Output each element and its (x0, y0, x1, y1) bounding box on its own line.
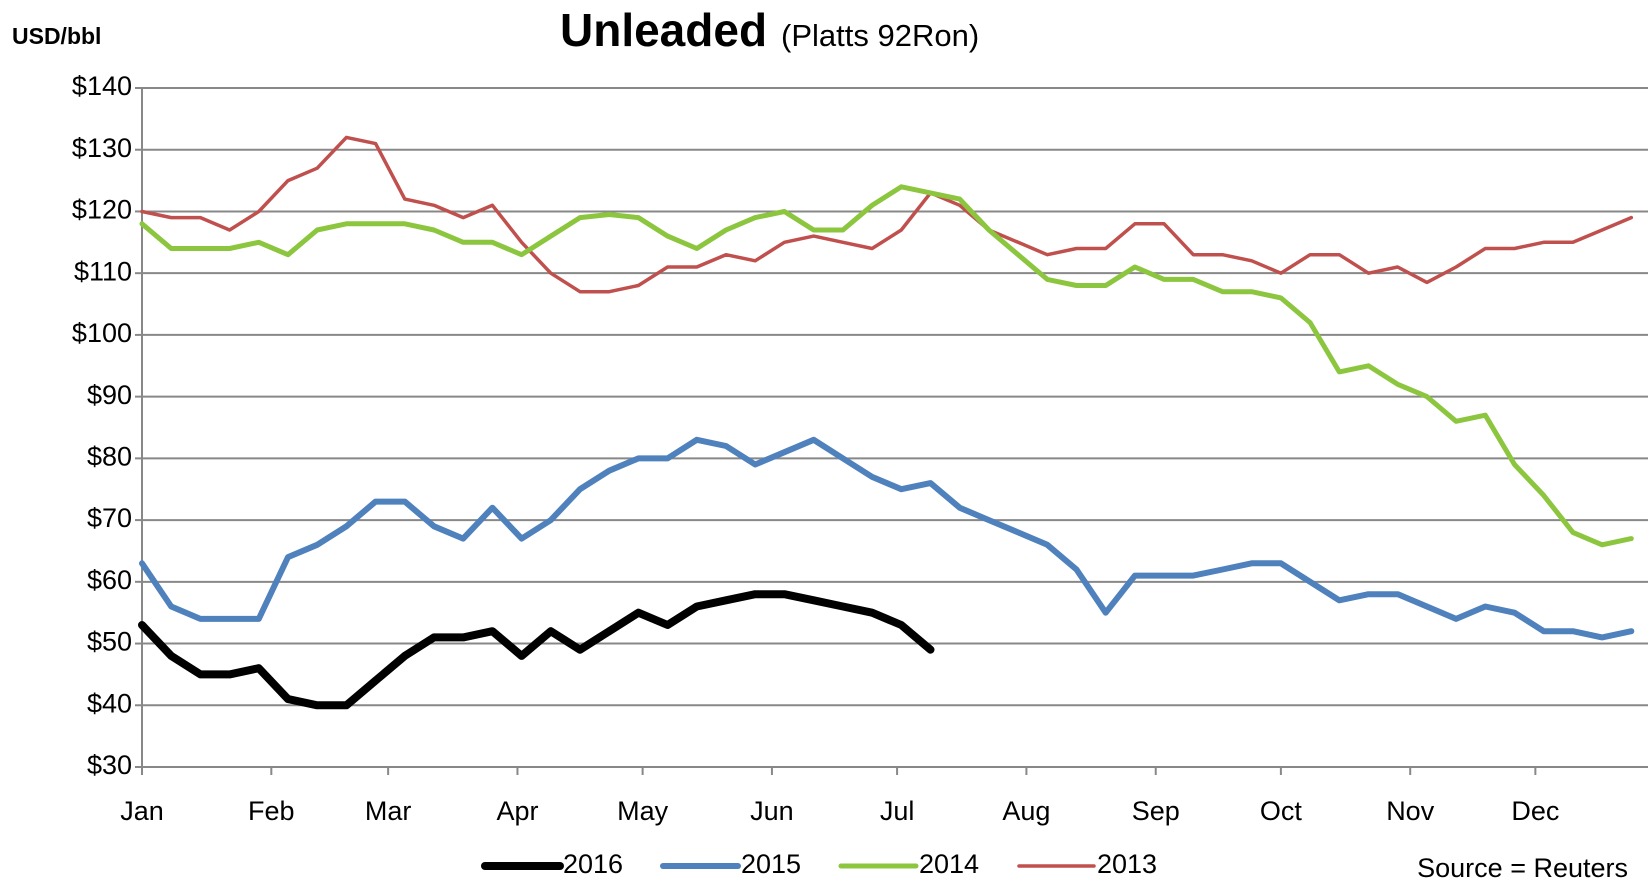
chart-title: Unleaded (560, 4, 767, 56)
series-line (138, 590, 935, 710)
y-tick-label: $30 (87, 750, 132, 780)
x-tick-label: May (617, 796, 669, 826)
x-tick-label: Sep (1132, 796, 1180, 826)
x-tick-label: Dec (1511, 796, 1559, 826)
y-tick-label: $140 (72, 71, 132, 101)
y-tick-label: $110 (74, 256, 132, 286)
x-tick-label: Oct (1260, 796, 1303, 826)
x-tick-label: Jun (750, 796, 794, 826)
chart-subtitle: (Platts 92Ron) (781, 18, 979, 53)
legend-label: 2013 (1097, 849, 1157, 879)
y-tick-label: $130 (72, 133, 132, 163)
series-line (140, 135, 1634, 294)
y-tick-label: $100 (72, 318, 132, 348)
y-tick-label: $80 (87, 441, 132, 471)
source-note: Source = Reuters (1417, 853, 1628, 883)
y-axis-label: USD/bbl (12, 23, 101, 49)
x-tick-label: Feb (248, 796, 295, 826)
x-tick-label: Apr (496, 796, 538, 826)
y-tick-label: $120 (72, 195, 132, 225)
legend-label: 2015 (741, 849, 801, 879)
x-tick-label: Jan (120, 796, 164, 826)
legend-label: 2016 (563, 849, 623, 879)
x-tick-label: Mar (365, 796, 412, 826)
y-tick-label: $70 (87, 503, 132, 533)
x-tick-label: Nov (1386, 796, 1435, 826)
series-line (139, 184, 1634, 548)
legend-label: 2014 (919, 849, 979, 879)
y-tick-label: $40 (87, 688, 132, 718)
x-tick-label: Aug (1002, 796, 1050, 826)
x-tick-label: Jul (880, 796, 915, 826)
y-tick-label: $90 (87, 380, 132, 410)
y-tick-label: $60 (87, 565, 132, 595)
series-line (139, 436, 1635, 641)
y-tick-label: $50 (87, 627, 132, 657)
